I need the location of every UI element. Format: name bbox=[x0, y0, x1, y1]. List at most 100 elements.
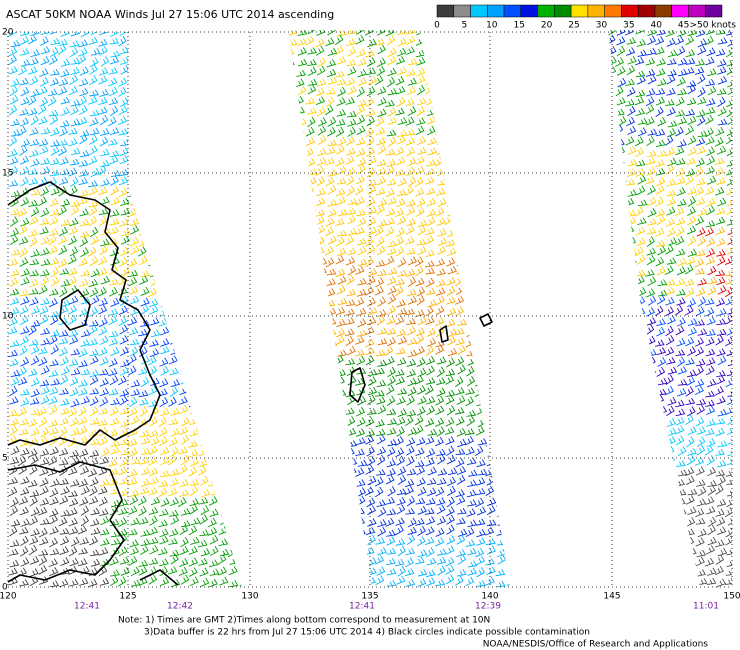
wind-barb bbox=[118, 305, 128, 315]
wind-barb bbox=[197, 539, 208, 548]
wind-barb bbox=[296, 395, 305, 406]
wind-barb bbox=[296, 520, 306, 528]
wind-barb bbox=[160, 176, 171, 186]
wind-barb bbox=[128, 327, 139, 336]
wind-barb bbox=[657, 437, 668, 445]
wind-barb bbox=[19, 257, 29, 267]
wind-barb bbox=[28, 325, 37, 336]
wind-barb bbox=[148, 385, 158, 396]
wind-barb bbox=[98, 67, 109, 76]
wind-barb bbox=[414, 176, 424, 187]
wind-barb bbox=[608, 567, 617, 576]
wind-barb bbox=[150, 377, 160, 386]
wind-barb bbox=[200, 58, 210, 66]
wind-barb bbox=[9, 268, 20, 277]
wind-barb bbox=[437, 565, 446, 576]
wind-barb bbox=[150, 496, 161, 506]
wind-barb bbox=[296, 326, 305, 337]
wind-barb bbox=[506, 419, 510, 428]
wind-barb bbox=[416, 67, 426, 77]
wind-barb bbox=[118, 546, 128, 557]
wind-barb bbox=[140, 297, 150, 307]
wind-barb bbox=[376, 428, 386, 437]
wind-barb bbox=[345, 299, 356, 307]
wind-barb bbox=[70, 32, 81, 37]
wind-barb bbox=[476, 95, 485, 106]
wind-barb bbox=[445, 30, 455, 37]
wind-barb bbox=[407, 517, 417, 528]
scale-swatch bbox=[570, 4, 589, 18]
wind-barb bbox=[355, 479, 366, 487]
wind-barb bbox=[326, 278, 336, 286]
wind-barb bbox=[109, 37, 120, 45]
wind-barb bbox=[356, 528, 366, 537]
wind-barb bbox=[397, 269, 408, 277]
wind-barb bbox=[374, 286, 384, 296]
wind-barb bbox=[140, 145, 150, 155]
wind-barb bbox=[376, 137, 386, 146]
wind-barb bbox=[109, 150, 120, 158]
wind-barb bbox=[149, 76, 158, 87]
wind-barb bbox=[316, 188, 326, 197]
wind-barb bbox=[725, 286, 732, 298]
wind-barb bbox=[505, 36, 510, 47]
wind-barb bbox=[28, 168, 39, 176]
wind-barb bbox=[219, 576, 229, 586]
wind-barb bbox=[220, 307, 231, 316]
wind-barb bbox=[316, 236, 325, 247]
wind-barb bbox=[615, 57, 625, 67]
wind-barb bbox=[200, 438, 210, 447]
wind-barb bbox=[405, 129, 416, 136]
wind-barb bbox=[288, 459, 297, 468]
wind-barb bbox=[647, 479, 657, 487]
wind-barb bbox=[70, 479, 80, 487]
wind-barb bbox=[647, 557, 658, 566]
wind-barb bbox=[446, 506, 455, 517]
wind-barb bbox=[118, 517, 128, 527]
wind-barb bbox=[475, 89, 486, 96]
wind-barb bbox=[159, 247, 169, 256]
wind-barb bbox=[646, 367, 657, 375]
wind-barb bbox=[354, 349, 365, 356]
wind-barb bbox=[296, 216, 306, 225]
wind-barb bbox=[716, 526, 727, 535]
wind-barb bbox=[405, 225, 415, 235]
wind-barb bbox=[656, 294, 666, 305]
wind-barb bbox=[705, 444, 714, 456]
wind-barb bbox=[686, 298, 697, 308]
wind-barb bbox=[288, 318, 297, 326]
wind-barb bbox=[120, 197, 130, 206]
wind-barb bbox=[695, 216, 705, 226]
wind-barb bbox=[356, 148, 366, 157]
wind-barb bbox=[218, 469, 229, 477]
wind-barb bbox=[496, 68, 507, 76]
wind-barb bbox=[616, 45, 626, 57]
wind-barb bbox=[706, 205, 715, 216]
wind-barb bbox=[17, 455, 27, 467]
wind-barb bbox=[615, 554, 624, 565]
wind-barb bbox=[149, 32, 159, 36]
wind-barb bbox=[385, 99, 395, 107]
wind-barb bbox=[68, 507, 78, 517]
wind-barb bbox=[137, 117, 148, 127]
wind-barb bbox=[325, 407, 336, 416]
wind-barb bbox=[405, 116, 415, 127]
wind-barb bbox=[396, 156, 406, 166]
wind-barb bbox=[374, 75, 384, 86]
wind-barb bbox=[117, 116, 128, 126]
wind-barb bbox=[386, 468, 396, 477]
wind-barb bbox=[505, 137, 510, 145]
wind-barb bbox=[327, 339, 338, 347]
wind-barb bbox=[405, 308, 415, 316]
time-label: 12:41 bbox=[74, 602, 100, 612]
wind-barb bbox=[396, 86, 406, 95]
wind-barb bbox=[67, 254, 77, 265]
wind-barb bbox=[27, 418, 38, 428]
wind-barb bbox=[435, 59, 446, 67]
wind-barb bbox=[89, 117, 99, 127]
wind-barb bbox=[120, 228, 131, 237]
wind-barb bbox=[495, 167, 506, 176]
wind-barb bbox=[159, 275, 169, 286]
wind-barb bbox=[59, 578, 69, 587]
wind-barb bbox=[209, 108, 219, 117]
